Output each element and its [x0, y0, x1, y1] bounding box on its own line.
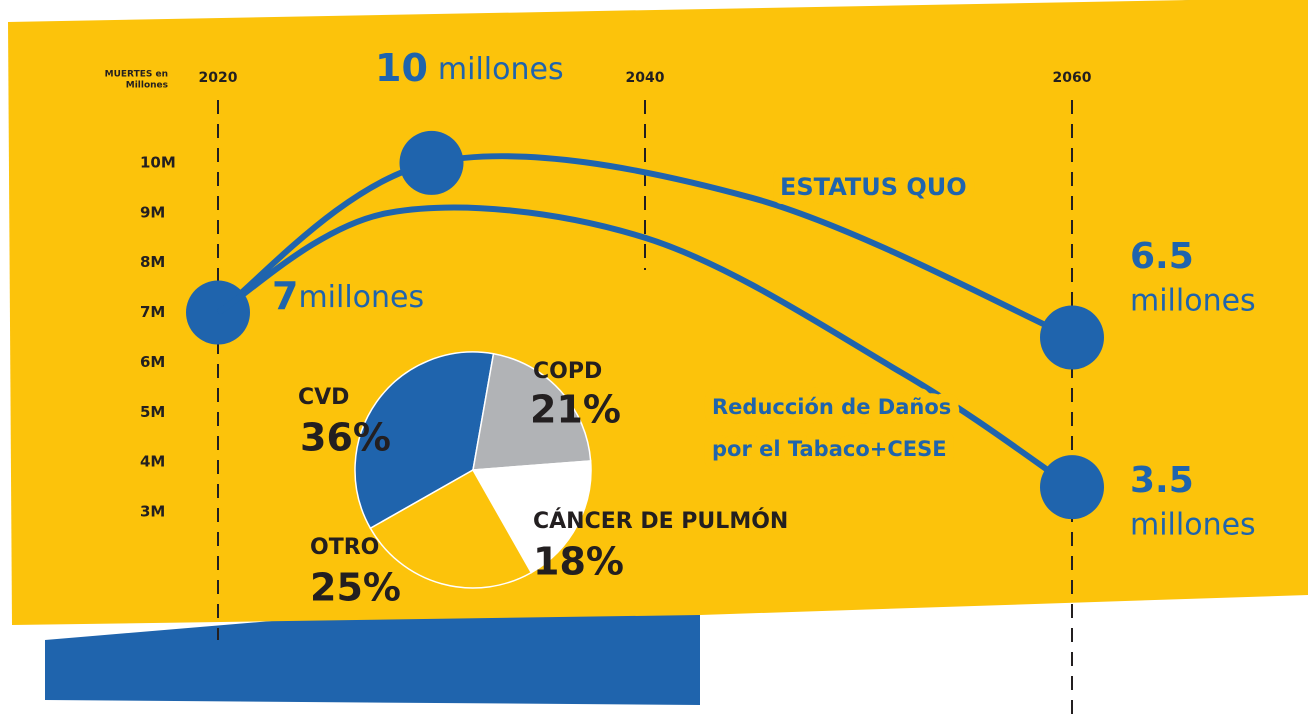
point-marker — [1040, 455, 1104, 520]
y-tick-label: 6M — [140, 353, 165, 371]
y-tick-label: 3M — [140, 503, 165, 521]
pie-label: CÁNCER DE PULMÓN — [533, 508, 788, 534]
pie-value-label: 25% — [310, 566, 401, 610]
annotation-unit: millones — [438, 52, 564, 87]
series-label: ESTATUS QUO — [780, 173, 967, 201]
annotation-number: 6.5 — [1130, 236, 1194, 277]
y-axis-label: MUERTES en — [105, 70, 168, 80]
x-tick-label: 2060 — [1053, 70, 1092, 86]
annotation: 7millones — [272, 274, 424, 318]
point-marker — [399, 130, 464, 195]
series-label: por el Tabaco+CESE — [712, 437, 947, 461]
pie-label: COPD — [533, 359, 602, 384]
annotation-number: 3.5 — [1130, 460, 1194, 501]
y-tick-label: 5M — [140, 403, 165, 421]
y-tick-label: 7M — [140, 303, 165, 321]
pie-slice — [471, 460, 592, 574]
series-label: Reducción de Daños — [712, 395, 951, 419]
y-tick-label: 4M — [140, 453, 165, 471]
y-tick-label: 9M — [140, 203, 165, 221]
pie-label: OTRO — [310, 535, 379, 560]
pie-value-label: 18% — [533, 540, 624, 584]
annotation-unit: millones — [1130, 508, 1256, 543]
pie-label: CVD — [298, 385, 349, 410]
annotation: 10 millones — [375, 46, 564, 90]
pie-slice — [472, 352, 592, 471]
annotation-unit: millones — [298, 280, 424, 315]
y-tick-label: 8M — [140, 253, 165, 271]
annotation-unit: millones — [1130, 284, 1256, 319]
point-marker — [1040, 305, 1104, 370]
x-tick-label: 2040 — [626, 70, 665, 86]
pie-slice — [369, 468, 533, 589]
y-axis-label: Millones — [126, 81, 168, 91]
annotation-number: 7 — [272, 274, 298, 318]
annotation-number: 10 — [375, 46, 428, 90]
x-tick-label: 2020 — [199, 70, 238, 86]
pie-value-label: 36% — [300, 416, 391, 460]
background — [8, 0, 1308, 625]
y-tick-label: 10M — [140, 153, 176, 171]
pie-value-label: 21% — [530, 388, 621, 432]
series-line — [216, 153, 1074, 341]
pie-slice — [354, 351, 495, 530]
series-line — [216, 204, 1074, 490]
